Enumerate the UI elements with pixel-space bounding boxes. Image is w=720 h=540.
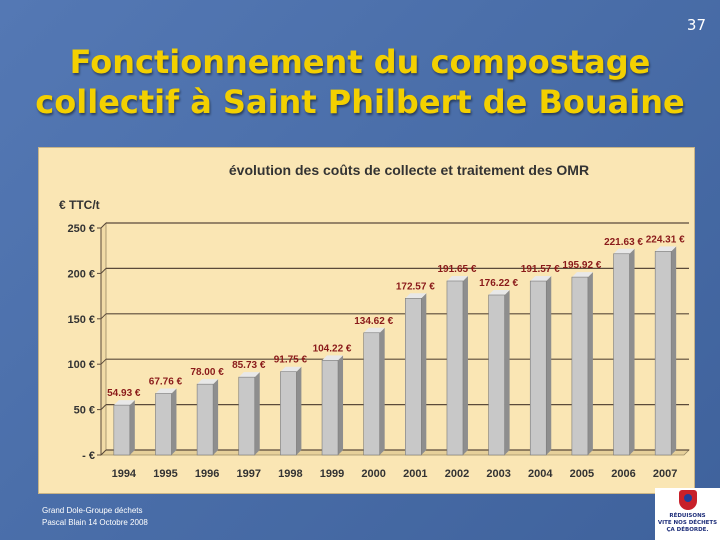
- gridline-diagonal: [100, 313, 107, 320]
- x-tick-label: 1996: [195, 468, 219, 480]
- x-tick-label: 2007: [653, 468, 677, 480]
- logo-text: RÉDUISONS VITE NOS DÉCHETS ÇA DÉBORDE.: [657, 513, 718, 533]
- chart-container: évolution des coûts de collecte et trait…: [38, 147, 695, 494]
- data-label: 191.65 €: [437, 264, 476, 275]
- data-label: 91.75 €: [274, 355, 308, 366]
- gridline-diagonal: [100, 404, 107, 410]
- bar: [363, 332, 380, 456]
- data-label: 67.76 €: [149, 376, 183, 387]
- bar-side: [254, 372, 260, 455]
- x-tick-label: 2003: [486, 468, 510, 480]
- bar: [446, 280, 464, 456]
- bar: [654, 251, 672, 456]
- x-tick-label: 2004: [528, 468, 553, 480]
- x-tick-label: 2000: [361, 468, 385, 480]
- bar: [571, 276, 589, 456]
- bar-side: [296, 366, 302, 455]
- bar-top: [488, 289, 510, 295]
- x-tick-label: 2001: [403, 468, 427, 480]
- bar-top: [197, 379, 219, 385]
- bar-top: [363, 327, 385, 333]
- gridline-diagonal: [100, 222, 107, 229]
- bar-top: [280, 366, 302, 372]
- y-tick-label: 50 €: [74, 405, 95, 417]
- bar: [321, 360, 339, 456]
- bar-top: [530, 276, 552, 282]
- data-label: 104.22 €: [313, 343, 352, 354]
- footer-line-1: Grand Dole-Groupe déchets: [42, 506, 143, 515]
- y-tick-label: 250 €: [67, 223, 95, 235]
- bar-side: [462, 275, 468, 455]
- chart-title: évolution des coûts de collecte et trait…: [229, 162, 589, 178]
- data-label: 134.62 €: [354, 316, 393, 327]
- slide-title-line-1: Fonctionnement du compostage: [69, 43, 651, 81]
- bar: [155, 393, 172, 456]
- bar-side: [129, 400, 135, 455]
- bar: [280, 371, 297, 456]
- y-axis-label: € TTC/t: [59, 198, 100, 212]
- logo-emblem-icon: [679, 490, 697, 510]
- bar: [488, 294, 505, 456]
- x-tick-label: 2006: [611, 468, 635, 480]
- data-label: 195.92 €: [562, 260, 601, 271]
- bar: [196, 383, 214, 456]
- slide-title: Fonctionnement du compostage collectif à…: [0, 42, 720, 122]
- data-label: 191.57 €: [521, 264, 560, 275]
- bar-side: [629, 248, 635, 455]
- x-tick-label: 1994: [112, 468, 137, 480]
- bar-top: [113, 400, 135, 406]
- data-label: 176.22 €: [479, 278, 518, 289]
- y-tick-label: - €: [82, 450, 95, 462]
- bar-top: [446, 275, 468, 281]
- campaign-logo: RÉDUISONS VITE NOS DÉCHETS ÇA DÉBORDE.: [655, 488, 720, 540]
- page-number: 37: [686, 16, 706, 34]
- bar-side: [504, 289, 510, 455]
- bar: [113, 404, 131, 456]
- footer: Grand Dole-Groupe déchets Pascal Blain 1…: [42, 505, 148, 529]
- x-tick-label: 1997: [237, 468, 261, 480]
- bar: [613, 253, 630, 456]
- bar-chart: évolution des coûts de collecte et trait…: [59, 162, 690, 480]
- bar: [529, 280, 547, 456]
- bar-top: [405, 293, 427, 299]
- y-tick-label: 150 €: [67, 314, 95, 326]
- x-tick-label: 1995: [153, 468, 177, 480]
- gridline-diagonal: [100, 358, 107, 365]
- y-tick-label: 200 €: [67, 268, 95, 280]
- y-tick-label: 100 €: [67, 359, 95, 371]
- data-label: 54.93 €: [107, 388, 141, 399]
- bar-side: [587, 272, 593, 455]
- bar: [405, 298, 422, 456]
- data-label: 85.73 €: [232, 360, 266, 371]
- footer-line-2: Pascal Blain 14 Octobre 2008: [42, 518, 148, 527]
- x-tick-label: 1998: [278, 468, 302, 480]
- chart-side-wall: [100, 222, 107, 456]
- gridline-diagonal: [100, 268, 107, 274]
- bar-top: [655, 246, 677, 252]
- data-label: 172.57 €: [396, 281, 435, 292]
- bar-side: [671, 246, 677, 455]
- bar-side: [213, 379, 219, 455]
- x-tick-label: 2005: [570, 468, 594, 480]
- x-tick-label: 1999: [320, 468, 344, 480]
- gridline-diagonal: [100, 449, 107, 456]
- bar-top: [238, 372, 260, 378]
- bar-side: [546, 276, 552, 455]
- data-label: 224.31 €: [646, 234, 685, 245]
- chart-floor: [100, 449, 690, 456]
- x-tick-label: 2002: [445, 468, 469, 480]
- bar-side: [421, 293, 427, 455]
- data-label: 78.00 €: [190, 367, 224, 378]
- bar-top: [613, 248, 635, 254]
- bar-side: [171, 388, 177, 455]
- bar-top: [571, 272, 593, 278]
- bar-top: [155, 388, 177, 394]
- bar-side: [338, 355, 344, 455]
- slide-title-line-2: collectif à Saint Philbert de Bouaine: [35, 83, 685, 121]
- data-label: 221.63 €: [604, 237, 643, 248]
- bar-side: [379, 327, 385, 455]
- bar: [238, 376, 256, 456]
- bar-top: [322, 355, 344, 361]
